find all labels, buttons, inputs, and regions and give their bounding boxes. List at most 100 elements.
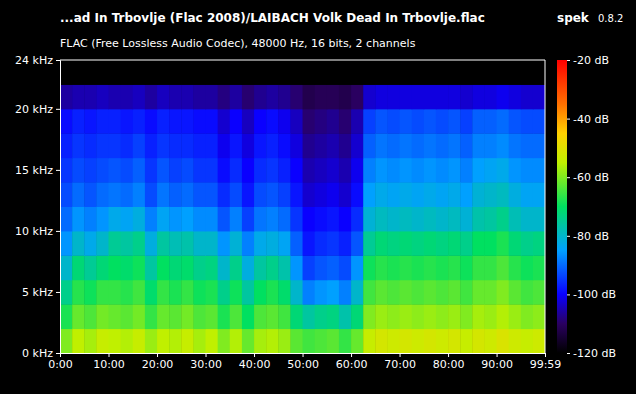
cell — [96, 182, 109, 207]
cell — [303, 158, 316, 183]
cell — [133, 158, 146, 183]
cell — [400, 329, 413, 353]
cell — [206, 84, 219, 109]
cell — [436, 255, 449, 280]
cell — [460, 329, 473, 353]
cell — [424, 329, 437, 353]
cell — [472, 182, 485, 207]
cell — [363, 255, 376, 280]
cell — [60, 304, 73, 329]
tick: 90:00 — [481, 353, 513, 371]
cell — [509, 60, 522, 85]
cell — [484, 60, 497, 85]
cell — [315, 60, 328, 85]
cell — [448, 109, 461, 134]
cell — [290, 84, 303, 109]
cell — [181, 60, 194, 85]
cell — [133, 207, 146, 232]
cell — [339, 133, 352, 158]
cell — [290, 207, 303, 232]
cell — [424, 231, 437, 256]
cell — [218, 60, 231, 85]
tick-mark — [56, 170, 60, 171]
cell — [193, 304, 206, 329]
tick-mark — [567, 177, 570, 178]
cell — [315, 231, 328, 256]
cell — [436, 231, 449, 256]
cell — [375, 255, 388, 280]
cell — [278, 231, 291, 256]
cell — [363, 280, 376, 305]
cell — [121, 84, 134, 109]
tick-mark — [351, 353, 352, 357]
cell — [509, 109, 522, 134]
cell — [375, 182, 388, 207]
cell — [472, 84, 485, 109]
cell — [363, 60, 376, 85]
cell — [484, 207, 497, 232]
cell — [60, 280, 73, 305]
cell — [327, 329, 340, 353]
cell — [460, 109, 473, 134]
tick-mark — [56, 109, 60, 110]
cell — [266, 133, 279, 158]
cell — [412, 60, 425, 85]
cell — [484, 304, 497, 329]
tick-mark — [567, 353, 570, 354]
cell — [339, 158, 352, 183]
cell — [206, 60, 219, 85]
cells — [60, 60, 545, 353]
cell — [424, 109, 437, 134]
cell — [303, 231, 316, 256]
cell — [472, 158, 485, 183]
cell — [351, 84, 364, 109]
cell — [290, 158, 303, 183]
cell — [472, 280, 485, 305]
cell — [497, 158, 510, 183]
tick: -40 dB — [567, 113, 609, 126]
cell — [436, 304, 449, 329]
cell — [96, 329, 109, 353]
cell — [157, 231, 170, 256]
cell — [145, 182, 158, 207]
cell — [448, 255, 461, 280]
cell — [533, 231, 545, 256]
cell — [72, 231, 85, 256]
cell — [84, 182, 97, 207]
cell — [96, 255, 109, 280]
cell — [497, 231, 510, 256]
cell — [375, 84, 388, 109]
cell — [242, 255, 255, 280]
cell — [230, 255, 243, 280]
cell — [169, 231, 182, 256]
tick-mark — [545, 353, 546, 357]
cell — [84, 133, 97, 158]
cell — [181, 158, 194, 183]
cell — [400, 207, 413, 232]
tick-label: 50:00 — [287, 358, 319, 371]
cell — [533, 304, 545, 329]
cell — [521, 60, 534, 85]
cell — [375, 133, 388, 158]
cell — [290, 304, 303, 329]
tick-label: 20 kHz — [15, 103, 53, 116]
cell — [484, 231, 497, 256]
cell — [315, 207, 328, 232]
tick-mark — [448, 353, 449, 357]
cell — [60, 133, 73, 158]
cell — [181, 84, 194, 109]
cell — [230, 207, 243, 232]
cell — [327, 231, 340, 256]
cell — [424, 304, 437, 329]
tick-mark — [303, 353, 304, 357]
cell — [436, 133, 449, 158]
cell — [133, 84, 146, 109]
cell — [509, 255, 522, 280]
cell — [509, 280, 522, 305]
cell — [327, 158, 340, 183]
cell — [218, 109, 231, 134]
cell — [448, 182, 461, 207]
cell — [60, 60, 73, 85]
cell — [181, 182, 194, 207]
tick: 60:00 — [336, 353, 368, 371]
